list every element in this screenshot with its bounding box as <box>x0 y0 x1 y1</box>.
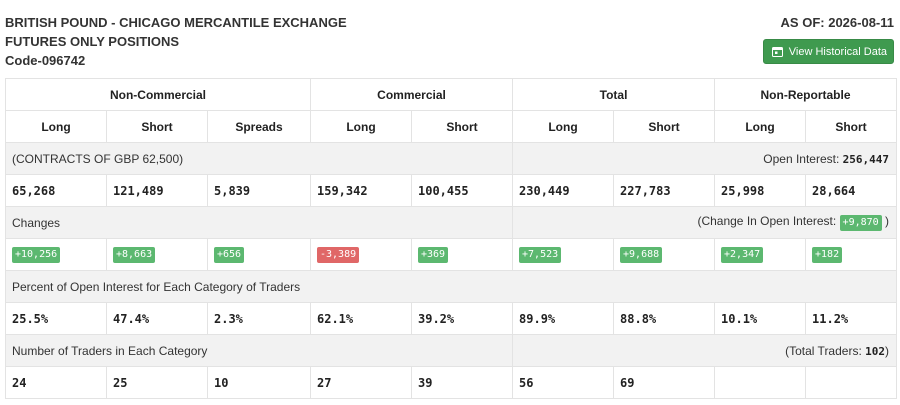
open-interest: Open Interest: 256,447 <box>512 142 898 175</box>
view-historical-data-label: View Historical Data <box>788 45 887 58</box>
changes-section-row: Changes (Change In Open Interest: +9,870… <box>4 206 898 239</box>
group-header-non-commercial: Non-Commercial <box>5 78 311 111</box>
contracts-section-row: (CONTRACTS OF GBP 62,500) Open Interest:… <box>4 142 898 175</box>
table-cell: 5,839 <box>207 174 311 207</box>
table-cell: 27 <box>310 366 412 399</box>
change-badge: +9,688 <box>620 247 663 263</box>
table-cell: 159,342 <box>310 174 412 207</box>
calendar-icon <box>771 47 783 57</box>
report-code: Code-096742 <box>5 53 86 68</box>
traders-values-row: 24 25 10 27 39 56 69 <box>5 366 898 399</box>
table-cell: 11.2% <box>805 302 898 335</box>
cot-positions-table: Non-Commercial Commercial Total Non-Repo… <box>4 78 898 399</box>
total-traders-close: ) <box>885 343 890 358</box>
view-historical-data-button[interactable]: View Historical Data <box>762 39 894 64</box>
table-cell: 62.1% <box>310 302 412 335</box>
table-cell: 39 <box>410 366 514 399</box>
group-header-non-reportable: Non-Reportable <box>714 78 898 111</box>
open-interest-value: 256,447 <box>842 152 890 166</box>
table-cell: 227,783 <box>613 174 716 207</box>
table-cell <box>714 366 807 399</box>
table-cell <box>805 366 898 399</box>
group-header-row: Non-Commercial Commercial Total Non-Repo… <box>5 78 898 111</box>
contracts-values-row: 65,268 121,489 5,839 159,342 100,455 230… <box>5 174 898 207</box>
col-header-short: Short <box>410 110 514 143</box>
change-badge: +2,347 <box>721 247 764 263</box>
percent-values-row: 25.5% 47.4% 2.3% 62.1% 39.2% 89.9% 88.8%… <box>5 302 898 335</box>
change-badge: +656 <box>214 247 245 263</box>
change-in-open-interest-label: (Change In Open Interest: <box>697 214 837 228</box>
table-cell: 69 <box>613 366 716 399</box>
traders-section-row: Number of Traders in Each Category (Tota… <box>4 334 898 367</box>
table-cell: 39.2% <box>410 302 514 335</box>
changes-label: Changes <box>4 206 514 239</box>
change-badge: +7,523 <box>519 247 562 263</box>
percent-section-row: Percent of Open Interest for Each Catego… <box>4 270 898 303</box>
group-header-commercial: Commercial <box>309 78 514 111</box>
change-in-open-interest: (Change In Open Interest: +9,870 ) <box>512 206 898 239</box>
col-header-long: Long <box>714 110 807 143</box>
col-header-long: Long <box>5 110 107 143</box>
table-cell: 230,449 <box>512 174 615 207</box>
subheader-row: Long Short Spreads Long Short Long Short… <box>5 110 898 143</box>
table-cell: 24 <box>5 366 107 399</box>
col-header-short: Short <box>613 110 716 143</box>
change-badge: +369 <box>418 247 449 263</box>
col-header-long: Long <box>310 110 412 143</box>
report-meta: AS OF: 2026-08-11 View Historical Data <box>762 13 894 64</box>
changes-values-row: +10,256 +8,663 +656 -3,389 +369 +7,523 +… <box>5 238 898 271</box>
change-badge: +182 <box>812 247 843 263</box>
report-title-block: BRITISH POUND - CHICAGO MERCANTILE EXCHA… <box>5 13 347 70</box>
table-cell: 121,489 <box>106 174 208 207</box>
change-badge: +8,663 <box>113 247 156 263</box>
change-badge: -3,389 <box>317 247 360 263</box>
table-cell: 25 <box>106 366 208 399</box>
col-header-short: Short <box>106 110 208 143</box>
total-traders: (Total Traders: 102) <box>512 334 898 367</box>
table-cell: 56 <box>512 366 615 399</box>
change-in-open-interest-close: ) <box>885 214 890 228</box>
table-cell: 100,455 <box>410 174 514 207</box>
change-badge: +9,870 <box>839 215 882 231</box>
report-title: BRITISH POUND - CHICAGO MERCANTILE EXCHA… <box>5 15 347 30</box>
table-cell: 25.5% <box>5 302 107 335</box>
change-badge: +10,256 <box>12 247 61 263</box>
col-header-spreads: Spreads <box>207 110 311 143</box>
table-cell: 88.8% <box>613 302 716 335</box>
group-header-total: Total <box>512 78 716 111</box>
as-of-date: AS OF: 2026-08-11 <box>780 15 894 30</box>
table-cell: 10.1% <box>714 302 807 335</box>
table-cell: 10 <box>207 366 311 399</box>
col-header-long: Long <box>512 110 615 143</box>
total-traders-label: (Total Traders: <box>785 343 862 358</box>
contracts-label: (CONTRACTS OF GBP 62,500) <box>4 142 514 175</box>
table-cell: 65,268 <box>5 174 107 207</box>
table-cell: 47.4% <box>106 302 208 335</box>
table-cell: 28,664 <box>805 174 898 207</box>
open-interest-label: Open Interest: <box>763 151 840 166</box>
table-cell: 2.3% <box>207 302 311 335</box>
traders-label: Number of Traders in Each Category <box>4 334 514 367</box>
col-header-short: Short <box>805 110 898 143</box>
report-subtitle: FUTURES ONLY POSITIONS <box>5 34 180 49</box>
table-cell: 25,998 <box>714 174 807 207</box>
table-cell: 89.9% <box>512 302 615 335</box>
total-traders-value: 102 <box>865 344 886 358</box>
percent-label: Percent of Open Interest for Each Catego… <box>4 270 898 303</box>
